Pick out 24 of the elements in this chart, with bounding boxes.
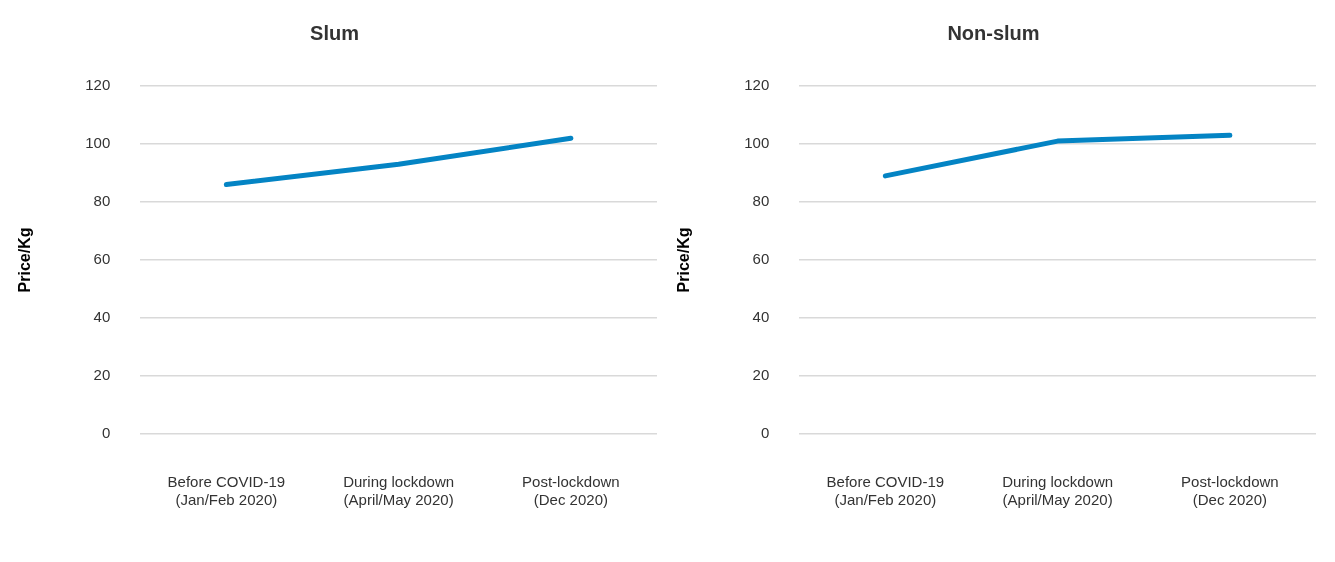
- y-tick-label: 60: [752, 250, 770, 268]
- y-tick-label: 0: [760, 424, 770, 442]
- y-tick-label: 0: [101, 424, 111, 442]
- y-tick-label: 40: [93, 308, 111, 326]
- y-tick-label: 40: [752, 308, 770, 326]
- y-tick-label: 100: [744, 134, 770, 152]
- y-tick-label: 100: [85, 134, 111, 152]
- chart-title: Slum: [310, 21, 359, 44]
- y-tick-label: 20: [93, 366, 111, 384]
- y-tick-label: 120: [744, 76, 770, 94]
- y-tick-label: 60: [93, 250, 111, 268]
- y-tick-label: 80: [93, 192, 111, 210]
- x-tick-label: Post-lockdown (Dec 2020): [1181, 473, 1279, 509]
- x-tick-label: Post-lockdown (Dec 2020): [522, 473, 620, 509]
- y-tick-label: 120: [85, 76, 111, 94]
- y-tick-label: 80: [752, 192, 770, 210]
- x-tick-label: During lockdown (April/May 2020): [343, 473, 455, 509]
- x-tick-label: During lockdown (April/May 2020): [1002, 473, 1114, 509]
- x-tick-label: Before COVID-19 (Jan/Feb 2020): [826, 473, 945, 509]
- y-axis-title: Price/Kg: [675, 227, 693, 293]
- y-tick-label: 20: [752, 366, 770, 384]
- y-axis-title: Price/Kg: [16, 227, 34, 293]
- chart-title: Non-slum: [947, 21, 1040, 44]
- x-tick-label: Before COVID-19 (Jan/Feb 2020): [167, 473, 286, 509]
